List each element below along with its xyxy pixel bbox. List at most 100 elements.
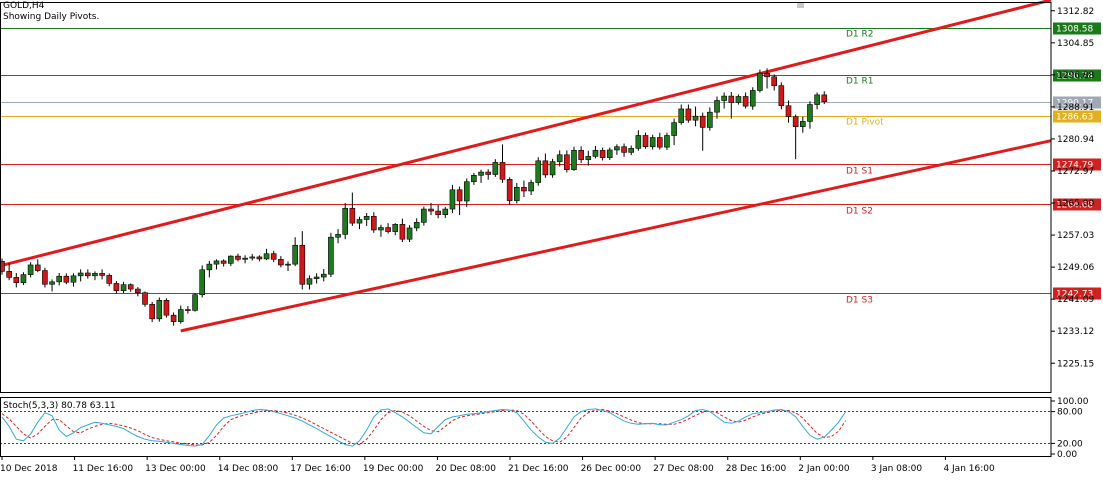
- candle: [256, 255, 263, 262]
- candle: [528, 179, 534, 195]
- candle: [742, 92, 749, 109]
- chart-shift-marker[interactable]: [797, 3, 804, 8]
- candle: [70, 273, 77, 287]
- candle-body: [442, 208, 449, 215]
- candle-body: [528, 182, 534, 192]
- candle: [821, 91, 828, 105]
- channel-lower-line[interactable]: [180, 139, 1052, 333]
- candle: [471, 172, 477, 185]
- stoch-tick-label: 20.00: [1057, 439, 1083, 449]
- candle: [506, 177, 513, 206]
- time-tick-label: 21 Dec 16:00: [508, 464, 569, 474]
- candle-body: [270, 253, 277, 260]
- pivot-price-tag: [1053, 110, 1101, 123]
- candle-body: [599, 150, 606, 158]
- channel-upper-line[interactable]: [1, 0, 1052, 267]
- candle: [778, 82, 785, 110]
- candle: [0, 258, 5, 275]
- price-tick-label: 1288.91: [1057, 103, 1094, 113]
- time-tick-label: 10 Dec 2018: [0, 464, 58, 474]
- candle: [306, 275, 313, 290]
- candle-body: [749, 90, 756, 107]
- candle-body: [692, 115, 699, 121]
- pivot-price-tag-label: 1296.74: [1056, 72, 1093, 82]
- candle: [299, 231, 306, 290]
- candle: [671, 118, 677, 146]
- candle-body: [313, 276, 320, 279]
- candle: [685, 104, 692, 123]
- candle-body: [699, 115, 706, 128]
- candle-body: [449, 189, 456, 210]
- candle-body: [106, 275, 113, 284]
- candle-body: [306, 278, 313, 285]
- candle-body: [6, 271, 12, 278]
- candle: [499, 144, 506, 183]
- price-tick-label: 1272.97: [1057, 167, 1094, 177]
- candle-series: [0, 68, 828, 326]
- candle: [764, 68, 770, 89]
- candle-body: [127, 284, 134, 290]
- candle-body: [156, 300, 163, 320]
- candle: [463, 178, 470, 208]
- candle-body: [235, 255, 241, 260]
- candle: [378, 224, 384, 237]
- candle-body: [285, 263, 291, 266]
- candle-body: [399, 224, 406, 240]
- candle: [749, 87, 756, 110]
- candle: [642, 132, 649, 149]
- candle: [242, 255, 248, 264]
- pivot-price-tag: [1053, 22, 1101, 35]
- indicator-note: Showing Daily Pivots.: [3, 12, 100, 22]
- candle-body: [56, 275, 63, 283]
- candle-body: [220, 260, 227, 264]
- time-tick-label: 28 Dec 16:00: [726, 464, 787, 474]
- candle: [270, 250, 277, 263]
- candle: [699, 112, 706, 151]
- candle-body: [278, 259, 284, 266]
- candle-body: [628, 148, 635, 153]
- candle-body: [521, 187, 527, 192]
- time-tick-label: 14 Dec 08:00: [218, 464, 279, 474]
- candle-body: [685, 108, 692, 121]
- candle: [113, 281, 120, 294]
- candle: [249, 254, 256, 261]
- time-tick-label: 13 Dec 00:00: [145, 464, 206, 474]
- candle-body: [821, 94, 828, 103]
- candle: [556, 150, 563, 167]
- stoch-tick-label: 80.00: [1057, 408, 1083, 418]
- candle-body: [142, 292, 148, 305]
- candle: [413, 218, 420, 232]
- candle-body: [206, 263, 213, 271]
- price-tick-label: 1280.94: [1057, 135, 1094, 145]
- candle-body: [421, 208, 427, 223]
- candle-body: [342, 207, 349, 235]
- candle: [456, 186, 463, 216]
- candle: [578, 146, 584, 163]
- candle-body: [199, 269, 205, 296]
- candle: [721, 92, 727, 109]
- candle-body: [614, 146, 620, 151]
- candle: [142, 291, 148, 307]
- candle: [20, 272, 27, 286]
- candle: [220, 259, 227, 267]
- candle-body: [471, 174, 477, 183]
- candle: [735, 94, 742, 105]
- candle-body: [549, 161, 556, 176]
- pivot-label: D1 S3: [846, 296, 873, 306]
- candle-body: [77, 272, 84, 277]
- candle-body: [163, 300, 170, 316]
- candle: [92, 271, 98, 281]
- time-tick-label: 4 Jan 16:00: [943, 464, 995, 474]
- pivot-price-tag-label: 1242.73: [1056, 290, 1093, 300]
- candle-body: [92, 273, 98, 277]
- candle: [235, 253, 241, 262]
- candle: [485, 169, 492, 180]
- candle: [771, 74, 778, 91]
- price-tick-label: 1312.82: [1057, 7, 1094, 17]
- candle-body: [299, 244, 306, 285]
- candle-body: [13, 277, 20, 283]
- candle: [170, 312, 177, 326]
- candle: [478, 169, 484, 183]
